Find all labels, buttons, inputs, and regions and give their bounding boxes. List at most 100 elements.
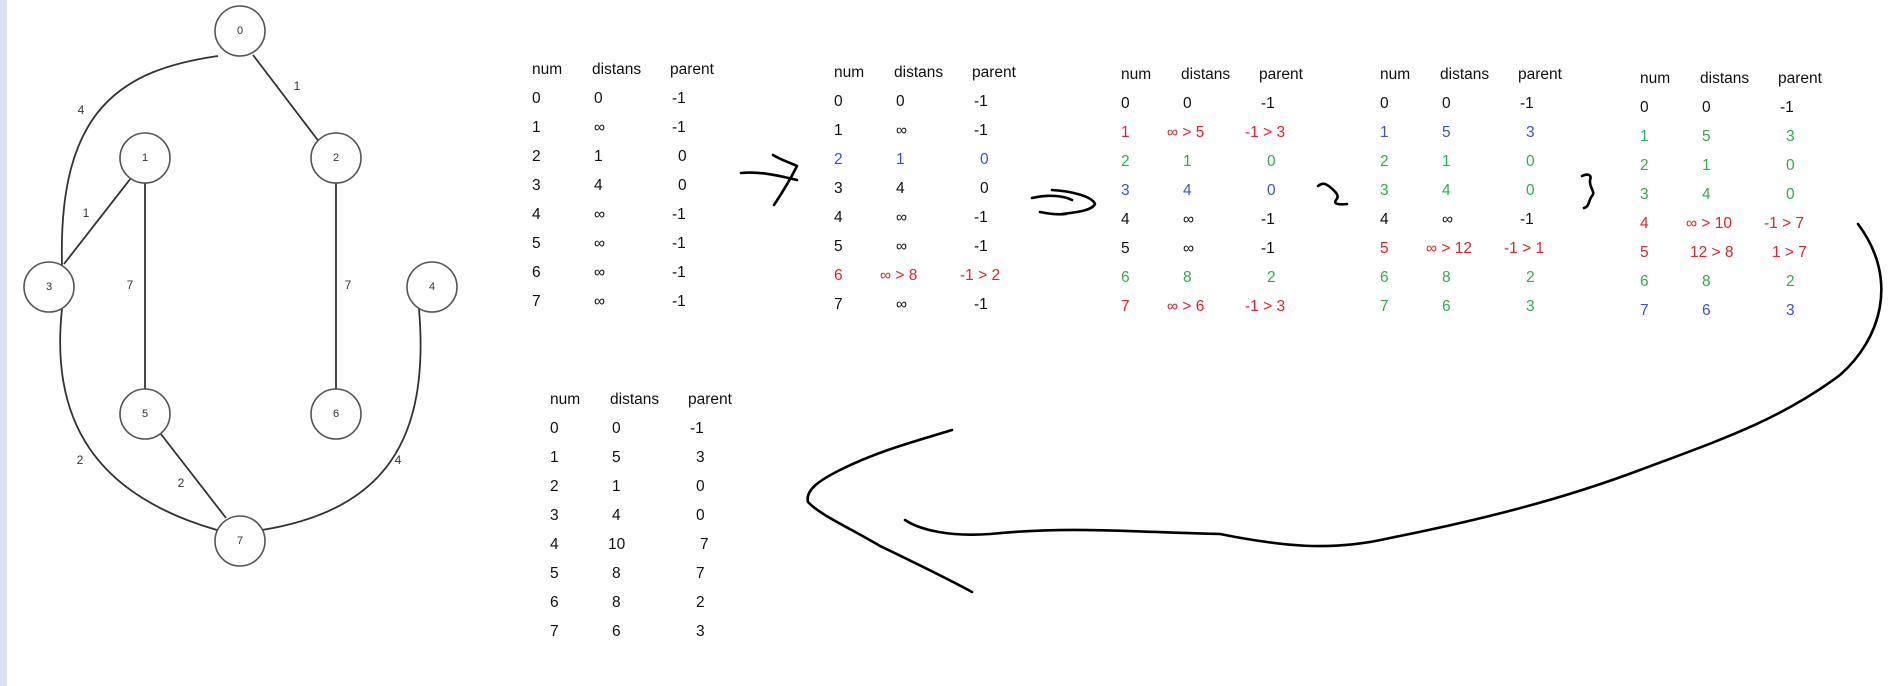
cell-num: 0 xyxy=(834,93,843,110)
header-parent: parent xyxy=(670,61,714,78)
cell-distans: 1 xyxy=(612,478,621,495)
cell-parent: 3 xyxy=(1526,298,1535,315)
edge-weight-4-7: 4 xyxy=(395,453,402,467)
step-arrow-3 xyxy=(1316,182,1349,206)
cell-parent: 0 xyxy=(678,148,687,165)
cell-parent: 0 xyxy=(1526,153,1535,170)
node-label-3: 3 xyxy=(46,281,52,293)
cell-num: 3 xyxy=(532,177,541,194)
cell-distans: 8 xyxy=(1183,269,1192,286)
cell-distans: ∞ xyxy=(1183,240,1195,257)
header-distans: distans xyxy=(894,64,944,81)
cell-num: 0 xyxy=(1640,99,1649,116)
cell-parent: -1 xyxy=(974,238,988,255)
cell-distans: 0 xyxy=(896,93,905,110)
cell-parent: -1 xyxy=(672,119,686,136)
graph-node-3: 3 xyxy=(23,261,75,313)
node-label-5: 5 xyxy=(142,408,148,420)
graph-node-1: 1 xyxy=(119,132,171,184)
edge-weight-1-3: 1 xyxy=(83,206,90,220)
cell-distans: 8 xyxy=(612,594,621,611)
cell-distans: 5 xyxy=(612,449,621,466)
cell-parent: -1 xyxy=(1261,95,1275,112)
graph-nodes: 0 1 2 3 4 5 6 7 xyxy=(23,5,458,567)
cell-distans: 6 xyxy=(1442,298,1451,315)
cell-num: 6 xyxy=(1640,273,1649,290)
graph-edges xyxy=(59,54,422,531)
cell-parent: -1 xyxy=(1261,240,1275,257)
header-distans: distans xyxy=(1181,66,1231,83)
cell-distans: 6 xyxy=(1702,302,1711,319)
cell-parent: -1 > 1 xyxy=(1504,240,1545,257)
cell-parent: 2 xyxy=(696,594,705,611)
header-parent: parent xyxy=(688,391,732,408)
cell-parent: 0 xyxy=(1786,186,1795,203)
cell-num: 2 xyxy=(1640,157,1649,174)
cell-distans: ∞ xyxy=(594,206,606,223)
cell-num: 7 xyxy=(550,623,559,640)
cell-parent: 2 xyxy=(1526,269,1535,286)
cell-num: 5 xyxy=(1121,240,1130,257)
cell-num: 7 xyxy=(1640,302,1649,319)
cell-num: 3 xyxy=(1380,182,1389,199)
cell-distans: ∞ xyxy=(1183,211,1195,228)
cell-parent: -1 xyxy=(672,206,686,223)
cell-parent: 1 > 7 xyxy=(1772,244,1807,261)
cell-distans: 8 xyxy=(1442,269,1451,286)
cell-num: 2 xyxy=(1380,153,1389,170)
cell-num: 5 xyxy=(1640,244,1649,261)
node-label-2: 2 xyxy=(333,152,339,164)
cell-num: 2 xyxy=(1121,153,1130,170)
cell-distans: 0 xyxy=(1442,95,1451,112)
cell-num: 4 xyxy=(1380,211,1389,228)
graph-edge-weights: 4 1 1 7 7 2 2 4 xyxy=(77,79,402,490)
cell-parent: -1 xyxy=(974,122,988,139)
cell-parent: 7 xyxy=(700,536,709,553)
cell-num: 6 xyxy=(532,264,541,281)
edge-3-7 xyxy=(59,308,218,531)
cell-num: 1 xyxy=(834,122,843,139)
cell-distans: ∞ xyxy=(896,209,908,226)
cell-parent: 0 xyxy=(1526,182,1535,199)
cell-parent: 3 xyxy=(696,623,705,640)
cell-num: 5 xyxy=(550,565,559,582)
cell-distans: ∞ > 12 xyxy=(1426,240,1472,257)
graph-node-0: 0 xyxy=(214,5,266,57)
cell-num: 5 xyxy=(834,238,843,255)
cell-num: 5 xyxy=(1380,240,1389,257)
cell-num: 2 xyxy=(834,151,843,168)
cell-num: 0 xyxy=(1121,95,1130,112)
cell-distans: 0 xyxy=(612,420,621,437)
header-num: num xyxy=(1380,66,1411,83)
graph-node-6: 6 xyxy=(310,388,362,440)
cell-num: 4 xyxy=(834,209,843,226)
cell-num: 5 xyxy=(532,235,541,252)
cell-parent: 0 xyxy=(696,478,705,495)
cell-parent: -1 xyxy=(1520,95,1534,112)
cell-distans: 8 xyxy=(1702,273,1711,290)
header-num: num xyxy=(834,64,865,81)
node-label-6: 6 xyxy=(333,408,339,420)
cell-parent: -1 xyxy=(672,264,686,281)
cell-num: 1 xyxy=(1121,124,1130,141)
cell-parent: 0 xyxy=(1267,153,1276,170)
header-num: num xyxy=(1121,66,1152,83)
cell-distans: ∞ xyxy=(594,264,606,281)
cell-distans: ∞ xyxy=(594,235,606,252)
cell-parent: 7 xyxy=(696,565,705,582)
cell-num: 0 xyxy=(532,90,541,107)
cell-parent: 0 xyxy=(678,177,687,194)
cell-distans: 1 xyxy=(594,148,603,165)
edge-weight-0-2: 1 xyxy=(294,79,301,93)
cell-parent: -1 > 2 xyxy=(960,267,1001,284)
step-arrow-4 xyxy=(1580,173,1595,210)
cell-distans: 0 xyxy=(1702,99,1711,116)
graph-node-2: 2 xyxy=(310,132,362,184)
cell-parent: 0 xyxy=(1786,157,1795,174)
edge-weight-5-7: 2 xyxy=(178,476,185,490)
return-arrow-body xyxy=(903,222,1883,548)
cell-num: 3 xyxy=(834,180,843,197)
cell-distans: 4 xyxy=(896,180,905,197)
cell-parent: -1 > 7 xyxy=(1764,215,1805,232)
node-label-7: 7 xyxy=(237,535,243,547)
